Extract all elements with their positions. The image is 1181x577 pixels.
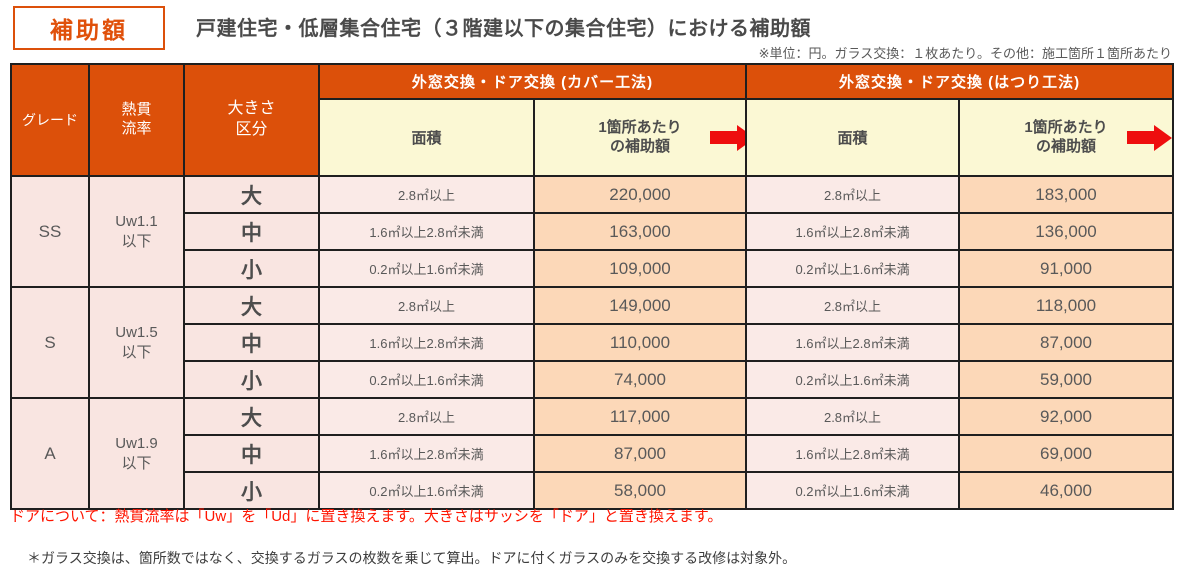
subsidy-value-hatsuri: 69,000 (958, 434, 1175, 473)
table-row: 中 1.6㎡以上2.8㎡未満 87,000 1.6㎡以上2.8㎡未満 69,00… (11, 434, 1175, 473)
subsidy-value-hatsuri: 46,000 (958, 471, 1175, 510)
subheader-subsidy-cover-label: 1箇所あたり の補助額 (598, 118, 682, 155)
subsidy-value-cover: 74,000 (532, 360, 748, 399)
area-cell: 0.2㎡以上1.6㎡未満 (745, 471, 961, 510)
area-cell: 0.2㎡以上1.6㎡未満 (318, 360, 535, 399)
u-value-cell: Uw1.5 以下 (88, 286, 185, 399)
door-replacement-note: ドアについて：熱貫流率は「Uw」を「Ud」に置き換えます。大きさはサッシを「ドア… (10, 508, 723, 525)
area-cell: 1.6㎡以上2.8㎡未満 (318, 434, 535, 473)
size-cell: 小 (183, 360, 320, 399)
subheader-subsidy-cover: 1箇所あたり の補助額 (532, 98, 748, 177)
subheader-subsidy-hatsuri-label: 1箇所あたり の補助額 (1024, 118, 1108, 155)
subheader-area-cover: 面積 (318, 98, 535, 177)
grade-cell: SS (10, 175, 90, 288)
unit-note: ※単位：円。ガラス交換：１枚あたり。その他：施工箇所１箇所あたり (758, 46, 1172, 61)
size-cell: 大 (183, 286, 320, 325)
subsidy-value-hatsuri: 92,000 (958, 397, 1175, 436)
area-cell: 1.6㎡以上2.8㎡未満 (318, 323, 535, 362)
subsidy-value-cover: 163,000 (532, 212, 748, 251)
area-cell: 1.6㎡以上2.8㎡未満 (745, 323, 961, 362)
subsidy-value-cover: 110,000 (532, 323, 748, 362)
table-row: 中 1.6㎡以上2.8㎡未満 110,000 1.6㎡以上2.8㎡未満 87,0… (11, 323, 1175, 362)
subsidy-table: グレード 熱貫 流率 大きさ 区分 外窓交換・ドア交換 (カバー工法) 外窓交換… (10, 63, 1175, 510)
col-header-u-value: 熱貫 流率 (88, 63, 185, 177)
area-cell: 0.2㎡以上1.6㎡未満 (745, 360, 961, 399)
size-cell: 大 (183, 397, 320, 436)
grade-cell: A (10, 397, 90, 510)
area-cell: 2.8㎡以上 (318, 286, 535, 325)
area-cell: 2.8㎡以上 (745, 175, 961, 214)
col-header-grade: グレード (10, 63, 90, 177)
subsidy-value-cover: 117,000 (532, 397, 748, 436)
area-cell: 1.6㎡以上2.8㎡未満 (318, 212, 535, 251)
area-cell: 2.8㎡以上 (745, 286, 961, 325)
table-row: 小 0.2㎡以上1.6㎡未満 74,000 0.2㎡以上1.6㎡未満 59,00… (11, 360, 1175, 399)
subsidy-value-cover: 58,000 (532, 471, 748, 510)
subsidy-tag-label: 補助額 (50, 17, 128, 43)
subheader-subsidy-hatsuri: 1箇所あたり の補助額 (958, 98, 1175, 177)
subsidy-value-hatsuri: 136,000 (958, 212, 1175, 251)
area-cell: 1.6㎡以上2.8㎡未満 (745, 212, 961, 251)
subsidy-value-hatsuri: 183,000 (958, 175, 1175, 214)
group-header-cover-method: 外窓交換・ドア交換 (カバー工法) (317, 63, 748, 100)
area-cell: 2.8㎡以上 (745, 397, 961, 436)
area-cell: 2.8㎡以上 (318, 175, 535, 214)
subsidy-value-hatsuri: 118,000 (958, 286, 1175, 325)
subheader-area-hatsuri: 面積 (745, 98, 961, 177)
table-row: A Uw1.9 以下 大 2.8㎡以上 117,000 2.8㎡以上 92,00… (10, 397, 1175, 510)
area-cell: 1.6㎡以上2.8㎡未満 (745, 434, 961, 473)
group-header-hatsuri-method: 外窓交換・ドア交換 (はつり工法) (745, 63, 1175, 100)
table-row: SS Uw1.1 以下 大 2.8㎡以上 220,000 2.8㎡以上 183,… (10, 175, 1175, 288)
subsidy-value-cover: 220,000 (532, 175, 748, 214)
subsidy-value-cover: 87,000 (532, 434, 748, 473)
area-cell: 0.2㎡以上1.6㎡未満 (318, 471, 535, 510)
table-row: 小 0.2㎡以上1.6㎡未満 109,000 0.2㎡以上1.6㎡未満 91,0… (11, 249, 1175, 288)
u-value-cell: Uw1.9 以下 (88, 397, 185, 510)
red-arrow-right-icon (710, 124, 745, 151)
subsidy-value-cover: 149,000 (532, 286, 748, 325)
table-row: 小 0.2㎡以上1.6㎡未満 58,000 0.2㎡以上1.6㎡未満 46,00… (11, 471, 1175, 510)
page-title: 戸建住宅・低層集合住宅（３階建以下の集合住宅）における補助額 (196, 18, 811, 40)
size-cell: 小 (183, 471, 320, 510)
size-cell: 中 (183, 434, 320, 473)
area-cell: 2.8㎡以上 (318, 397, 535, 436)
subsidy-value-hatsuri: 59,000 (958, 360, 1175, 399)
area-cell: 0.2㎡以上1.6㎡未満 (745, 249, 961, 288)
subsidy-value-cover: 109,000 (532, 249, 748, 288)
glass-exchange-note: ＊ガラス交換は、箇所数ではなく、交換するガラスの枚数を乗じて算出。ドアに付くガラ… (27, 550, 797, 566)
size-cell: 小 (183, 249, 320, 288)
size-cell: 中 (183, 212, 320, 251)
col-header-size: 大きさ 区分 (183, 63, 320, 177)
u-value-cell: Uw1.1 以下 (88, 175, 185, 288)
subsidy-value-hatsuri: 91,000 (958, 249, 1175, 288)
area-cell: 0.2㎡以上1.6㎡未満 (318, 249, 535, 288)
table-row: 中 1.6㎡以上2.8㎡未満 163,000 1.6㎡以上2.8㎡未満 136,… (11, 212, 1175, 251)
size-cell: 中 (183, 323, 320, 362)
subsidy-value-hatsuri: 87,000 (958, 323, 1175, 362)
red-arrow-right-icon (1127, 124, 1172, 151)
grade-cell: S (10, 286, 90, 399)
size-cell: 大 (183, 175, 320, 214)
table-row: S Uw1.5 以下 大 2.8㎡以上 149,000 2.8㎡以上 118,0… (10, 286, 1175, 399)
subsidy-tag-box: 補助額 (13, 6, 165, 50)
